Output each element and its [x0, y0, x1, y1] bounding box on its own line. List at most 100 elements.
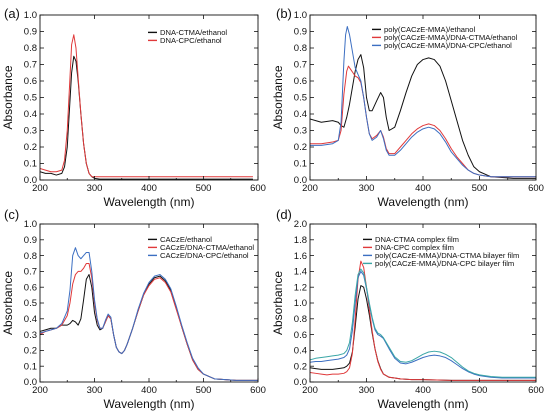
chart-panel-3: (c) 200 300 400 500 600 0.0 0.1 0.2 0.3 0.4 0.5 0.6 0…	[1, 207, 266, 411]
x-axis-title: Wavelength (nm)	[378, 397, 469, 411]
x-tick-label: 400	[415, 183, 431, 194]
y-tick-label: 0.7	[294, 60, 307, 71]
y-tick-label: 1.6	[294, 251, 307, 262]
chart-panel-4: (d) 200 300 400 500 600 0.0 0.2 0.4 0.6 0.8 1.0 1.2 1…	[271, 207, 544, 411]
y-tick-label: 0.2	[24, 346, 37, 357]
legend-entry-3: CACzE/DNA-CPC/ethanol	[160, 251, 249, 260]
y-tick-label: 1.0	[24, 10, 37, 21]
legend-entry-2: poly(CACzE-MMA)/DNA-CTMA/ethanol	[384, 33, 518, 42]
y-axis-title: Absorbance	[271, 65, 285, 129]
series-line-4	[310, 268, 536, 378]
x-tick-label: 200	[32, 385, 48, 396]
legend: poly(CACzE-MMA)/ethanolpoly(CACzE-MMA)/D…	[372, 25, 518, 50]
x-tick-label: 500	[472, 385, 488, 396]
legend-entry-2: DNA-CPC/ethanol	[160, 36, 222, 45]
series-line-1	[310, 285, 536, 381]
x-axis-title: Wavelength (nm)	[104, 397, 195, 411]
x-tick-label: 300	[87, 183, 103, 194]
y-tick-label: 0.1	[24, 361, 37, 372]
y-axis-title: Absorbance	[1, 271, 15, 335]
y-tick-label: 0.6	[24, 282, 37, 293]
y-tick-label: 2.0	[294, 219, 307, 230]
panel-label: (d)	[276, 207, 292, 222]
y-tick-label: 0.3	[24, 126, 37, 137]
x-tick-label: 600	[250, 183, 266, 194]
x-tick-label: 500	[196, 183, 212, 194]
y-tick-label: 0.7	[24, 267, 37, 278]
y-tick-label: 0.0	[24, 175, 37, 186]
y-tick-label: 0.9	[24, 235, 37, 246]
y-tick-label: 0.8	[24, 251, 37, 262]
y-axis-title: Absorbance	[271, 271, 285, 335]
x-tick-label: 600	[528, 385, 544, 396]
y-tick-label: 0.8	[24, 43, 37, 54]
y-tick-label: 0.8	[294, 314, 307, 325]
y-tick-label: 1.2	[294, 282, 307, 293]
chart-panel-1: (a) 200 300 400 500 600 0.0 0.1 0.2 0.3 0.4 0.5 0.6 0…	[1, 6, 266, 209]
legend-entry-1: DNA-CTMA complex film	[375, 235, 459, 244]
y-tick-label: 1.0	[24, 219, 37, 230]
legend-entry-2: CACzE/DNA-CTMA/ethanol	[160, 243, 254, 252]
x-tick-label: 200	[302, 385, 318, 396]
panel-label: (a)	[4, 6, 20, 21]
y-tick-label: 0.1	[294, 159, 307, 170]
panel-label: (c)	[4, 207, 19, 222]
y-axis-title: Absorbance	[1, 65, 15, 129]
x-tick-label: 500	[472, 183, 488, 194]
series-line-3	[310, 270, 536, 379]
y-tick-label: 1.0	[294, 10, 307, 21]
chart-panel-2: (b) 200 300 400 500 600 0.0 0.1 0.2 0.3 0.4 0.5 0.6 0…	[271, 6, 544, 209]
legend-entry-3: poly(CACzE-MMA)/DNA-CPC/ethanol	[384, 41, 512, 50]
x-tick-label: 300	[359, 183, 375, 194]
y-tick-label: 0.0	[24, 377, 37, 388]
y-tick-label: 1.0	[294, 298, 307, 309]
y-tick-label: 0.9	[24, 27, 37, 38]
y-tick-label: 0.5	[24, 93, 37, 104]
series-line-3	[310, 26, 536, 178]
y-tick-label: 0.8	[294, 43, 307, 54]
y-tick-label: 0.3	[294, 126, 307, 137]
x-tick-label: 300	[87, 385, 103, 396]
legend-entry-3: poly(CACzE-MMA)/DNA-CTMA bilayer film	[375, 251, 519, 260]
series-line-1	[310, 54, 536, 179]
y-tick-label: 0.3	[24, 330, 37, 341]
legend-entry-1: DNA-CTMA/ethanol	[160, 28, 227, 37]
y-tick-label: 0.5	[294, 93, 307, 104]
series-line-2	[310, 260, 536, 381]
panel-label: (b)	[276, 6, 292, 21]
y-tick-label: 0.4	[294, 109, 307, 120]
x-axis-title: Wavelength (nm)	[104, 195, 195, 209]
series-line-1	[40, 274, 258, 381]
y-tick-label: 0.2	[294, 361, 307, 372]
y-tick-label: 0.2	[294, 142, 307, 153]
y-tick-label: 0.4	[294, 346, 307, 357]
series-line-2	[310, 65, 536, 178]
x-tick-label: 400	[415, 385, 431, 396]
x-tick-label: 600	[528, 183, 544, 194]
legend-entry-1: poly(CACzE-MMA)/ethanol	[384, 25, 475, 34]
x-tick-label: 400	[141, 385, 157, 396]
x-tick-label: 200	[302, 183, 318, 194]
legend-entry-4: poly(CACzE-MMA)/DNA-CPC bilayer film	[375, 259, 514, 268]
y-tick-label: 0.6	[294, 330, 307, 341]
x-tick-label: 200	[32, 183, 48, 194]
x-tick-label: 600	[250, 385, 266, 396]
x-tick-label: 500	[196, 385, 212, 396]
y-tick-label: 1.8	[294, 235, 307, 246]
y-tick-label: 0.0	[294, 175, 307, 186]
y-tick-label: 0.1	[24, 159, 37, 170]
series-line-2	[40, 263, 258, 381]
legend-entry-1: CACzE/ethanol	[160, 235, 212, 244]
series-line-2	[40, 34, 254, 178]
legend-entry-2: DNA-CPC complex film	[375, 243, 454, 252]
y-tick-label: 0.2	[24, 142, 37, 153]
y-tick-label: 0.6	[294, 76, 307, 87]
y-tick-label: 0.4	[24, 109, 37, 120]
y-tick-label: 0.4	[24, 314, 37, 325]
y-tick-label: 1.4	[294, 267, 307, 278]
x-tick-label: 300	[359, 385, 375, 396]
y-tick-label: 0.0	[294, 377, 307, 388]
